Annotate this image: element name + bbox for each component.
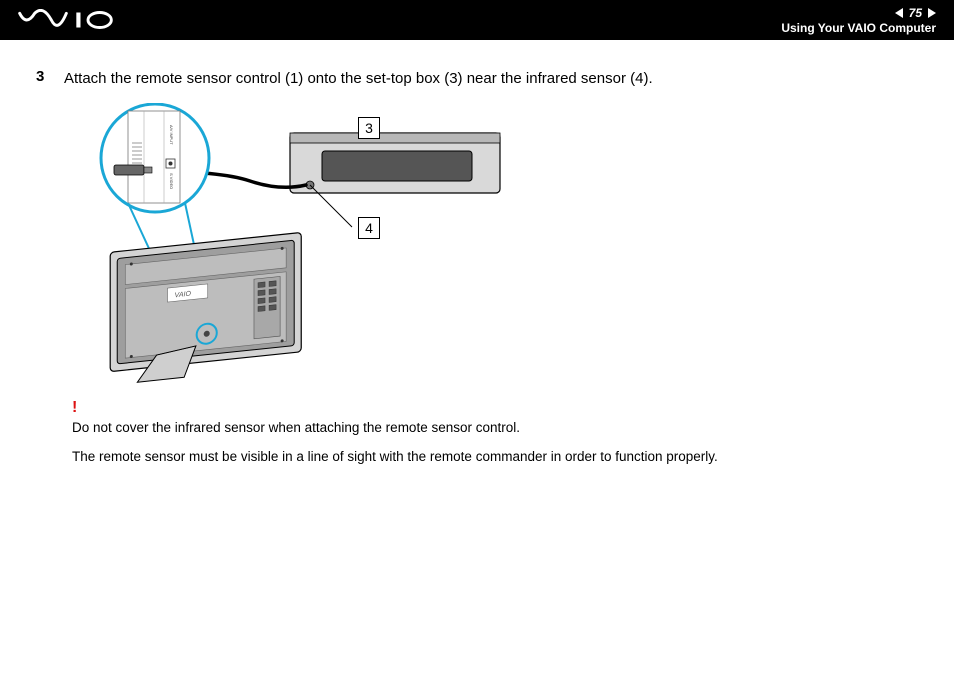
warning-icon: ! — [72, 399, 77, 416]
s-video-label: S VIDEO — [169, 173, 174, 189]
section-title: Using Your VAIO Computer — [781, 21, 936, 35]
next-page-arrow-icon[interactable] — [928, 8, 936, 18]
step-number: 3 — [36, 68, 50, 85]
header-right: 75 Using Your VAIO Computer — [781, 6, 936, 35]
page-content: 3 Attach the remote sensor control (1) o… — [0, 40, 954, 467]
warning-block: ! Do not cover the infrared sensor when … — [72, 399, 918, 438]
step-row: 3 Attach the remote sensor control (1) o… — [36, 68, 918, 89]
prev-page-arrow-icon[interactable] — [895, 8, 903, 18]
vaio-logo — [18, 9, 118, 31]
page-header: 75 Using Your VAIO Computer — [0, 0, 954, 40]
callout-3: 3 — [358, 117, 380, 139]
set-top-box — [290, 133, 500, 193]
step-text: Attach the remote sensor control (1) ont… — [64, 68, 653, 89]
page-nav: 75 — [895, 6, 936, 20]
port-detail-magnifier: A/V INPUT S VIDEO — [101, 104, 209, 212]
warning-text: Do not cover the infrared sensor when at… — [72, 419, 918, 438]
instruction-figure: A/V INPUT S VIDEO — [70, 103, 530, 393]
callout-4: 4 — [358, 217, 380, 239]
page-number: 75 — [909, 6, 922, 20]
vaio-monitor-rear: VAIO — [110, 232, 301, 382]
note-text: The remote sensor must be visible in a l… — [72, 448, 918, 467]
av-input-label: A/V INPUT — [169, 125, 174, 145]
